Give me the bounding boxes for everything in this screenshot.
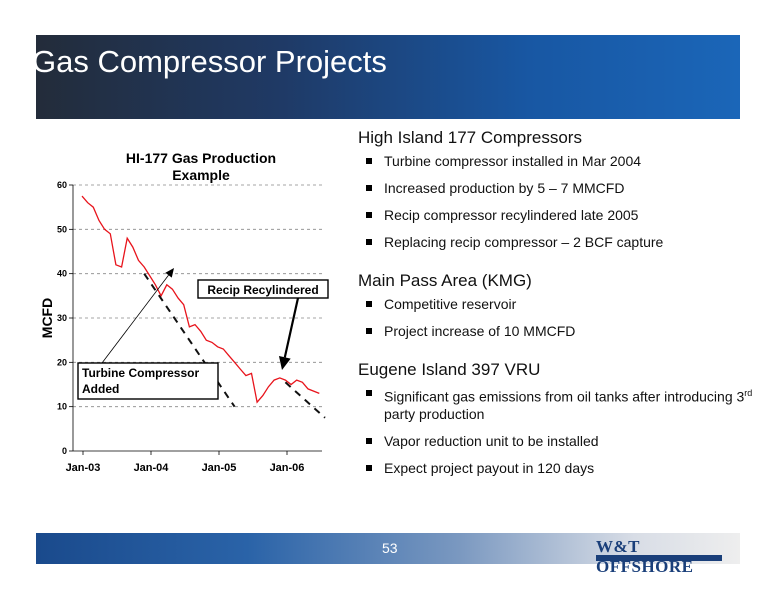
chart-title: Example [172,167,230,183]
company-logo: W&T OFFSHORE [596,537,694,576]
section-heading: Main Pass Area (KMG) [358,271,532,290]
page-number: 53 [382,540,398,556]
bullet-item: Competitive reservoir [358,296,758,313]
production-line [81,195,320,404]
title-banner [36,35,740,119]
section-heading: High Island 177 Compressors [358,128,582,147]
trend-line [284,381,326,419]
y-tick-label: 20 [57,357,67,367]
y-tick-label: 50 [57,224,67,234]
slide-title: Gas Compressor Projects [32,44,387,79]
annotation-arrow [101,274,169,364]
y-tick-label: 30 [57,313,67,323]
y-axis-label: MCFD [39,298,55,338]
bullet-item: Vapor reduction unit to be installed [358,433,758,450]
arrow-head [278,356,291,370]
section-main-pass: Main Pass Area (KMG) Competitive reservo… [358,271,758,340]
x-tick-label: Jan-03 [66,462,101,474]
bullet-item: Expect project payout in 120 days [358,460,758,477]
x-tick-label: Jan-06 [270,462,305,474]
chart-title: HI-177 Gas Production [126,150,276,166]
bullet-item: Replacing recip compressor – 2 BCF captu… [358,234,758,251]
footer-bar: 53 W&T OFFSHORE [36,533,740,576]
y-tick-label: 10 [57,402,67,412]
bullet-panel: High Island 177 Compressors Turbine comp… [358,128,758,487]
annotation-label: Recip Recylindered [207,283,318,297]
arrow-head [165,268,174,278]
annotation-label: Added [82,382,119,396]
superscript: rd [744,388,753,398]
section-eugene-island: Eugene Island 397 VRU Significant gas em… [358,360,758,477]
x-tick-label: Jan-05 [202,462,237,474]
bullet-item: Recip compressor recylindered late 2005 [358,207,758,224]
section-hi177: High Island 177 Compressors Turbine comp… [358,128,758,251]
annotation-arrow [283,297,300,358]
annotation-box [197,279,329,299]
y-tick-label: 40 [57,269,67,279]
section-heading: Eugene Island 397 VRU [358,360,541,379]
bullet-item: Turbine compressor installed in Mar 2004 [358,153,758,170]
annotation-box [77,362,219,400]
bullet-item: Increased production by 5 – 7 MMCFD [358,180,758,197]
trend-line [143,273,236,408]
y-tick-label: 60 [57,180,67,190]
bullet-item: Project increase of 10 MMCFD [358,323,758,340]
bullet-item: Significant gas emissions from oil tanks… [358,385,758,423]
x-tick-label: Jan-04 [134,462,170,474]
y-tick-label: 0 [62,446,67,456]
annotation-label: Turbine Compressor [82,366,199,380]
logo-underline [596,555,722,561]
